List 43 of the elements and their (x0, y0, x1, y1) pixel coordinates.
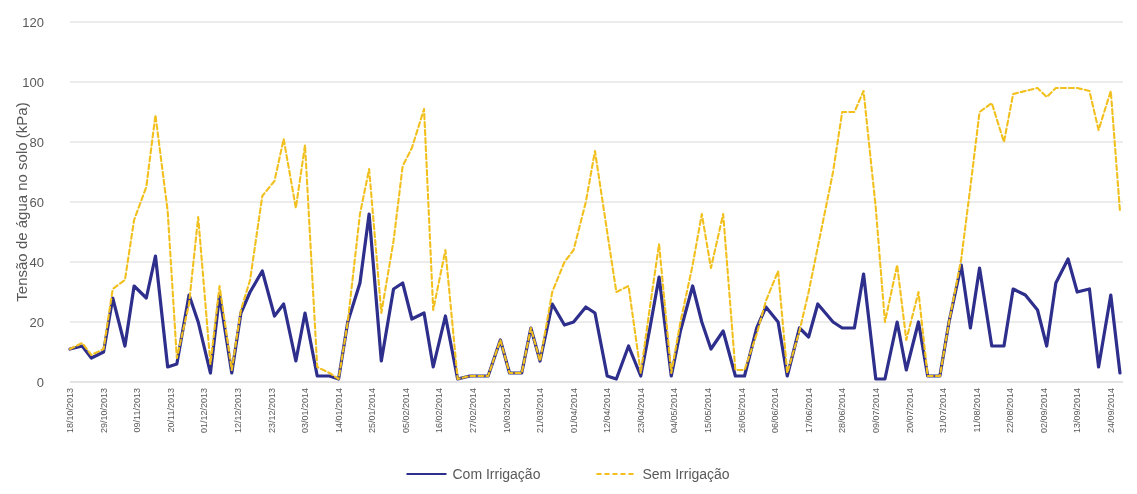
line-series (68, 86, 1121, 381)
x-tick-label: 03/01/2014 (300, 388, 311, 434)
x-tick-label: 24/09/2014 (1105, 388, 1116, 434)
x-tick-label: 31/07/2014 (938, 388, 949, 434)
y-tick-label: 100 (22, 74, 44, 90)
x-tick-label: 01/12/2013 (199, 388, 210, 434)
y-tick-label: 0 (36, 374, 44, 390)
y-tick-label: 20 (29, 314, 44, 330)
x-tick-label: 11/08/2014 (971, 388, 982, 433)
x-tick-label: 13/09/2014 (1072, 388, 1083, 434)
x-tick-label: 23/12/2013 (266, 388, 277, 434)
x-tick-label: 01/04/2014 (568, 388, 579, 434)
x-tick-label: 25/01/2014 (367, 388, 378, 434)
x-tick-label: 22/08/2014 (1005, 388, 1016, 434)
x-tick-label: 28/06/2014 (837, 388, 848, 434)
x-tick-label: 05/02/2014 (400, 388, 411, 434)
legend-label: Com Irrigação (452, 465, 541, 482)
x-tick-label: 09/07/2014 (870, 388, 881, 434)
x-tick-label: 21/03/2014 (535, 388, 546, 434)
x-tick-label: 10/03/2014 (501, 388, 512, 434)
x-tick-label: 16/02/2014 (434, 388, 445, 434)
y-tick-label: 40 (29, 254, 44, 270)
x-tick-label: 12/12/2013 (233, 388, 244, 434)
x-tick-label: 02/09/2014 (1038, 388, 1049, 434)
x-tick-label: 15/05/2014 (703, 388, 714, 434)
x-tick-label: 06/06/2014 (770, 388, 781, 434)
x-tick-label: 20/07/2014 (904, 388, 915, 434)
legend-label: Sem Irrigação (642, 465, 730, 482)
x-tick-label: 14/01/2014 (333, 388, 344, 434)
y-tick-label: 80 (29, 134, 44, 150)
x-tick-label: 23/04/2014 (635, 388, 646, 434)
y-tick-label: 60 (29, 194, 44, 210)
y-axis-title: Tensão de água no solo (kPa) (13, 102, 31, 302)
x-tick-label: 17/06/2014 (803, 388, 814, 434)
x-tick-label: 18/10/2013 (65, 388, 76, 434)
x-tick-label: 26/05/2014 (736, 388, 747, 434)
x-tick-label: 29/10/2013 (98, 388, 109, 434)
x-tick-label: 12/04/2014 (602, 388, 613, 434)
x-tick-label: 27/02/2014 (468, 388, 479, 434)
y-tick-label: 120 (22, 14, 44, 30)
x-tick-label: 20/11/2013 (165, 388, 176, 433)
x-tick-label: 04/05/2014 (669, 388, 680, 434)
x-tick-label: 09/11/2013 (132, 388, 143, 433)
